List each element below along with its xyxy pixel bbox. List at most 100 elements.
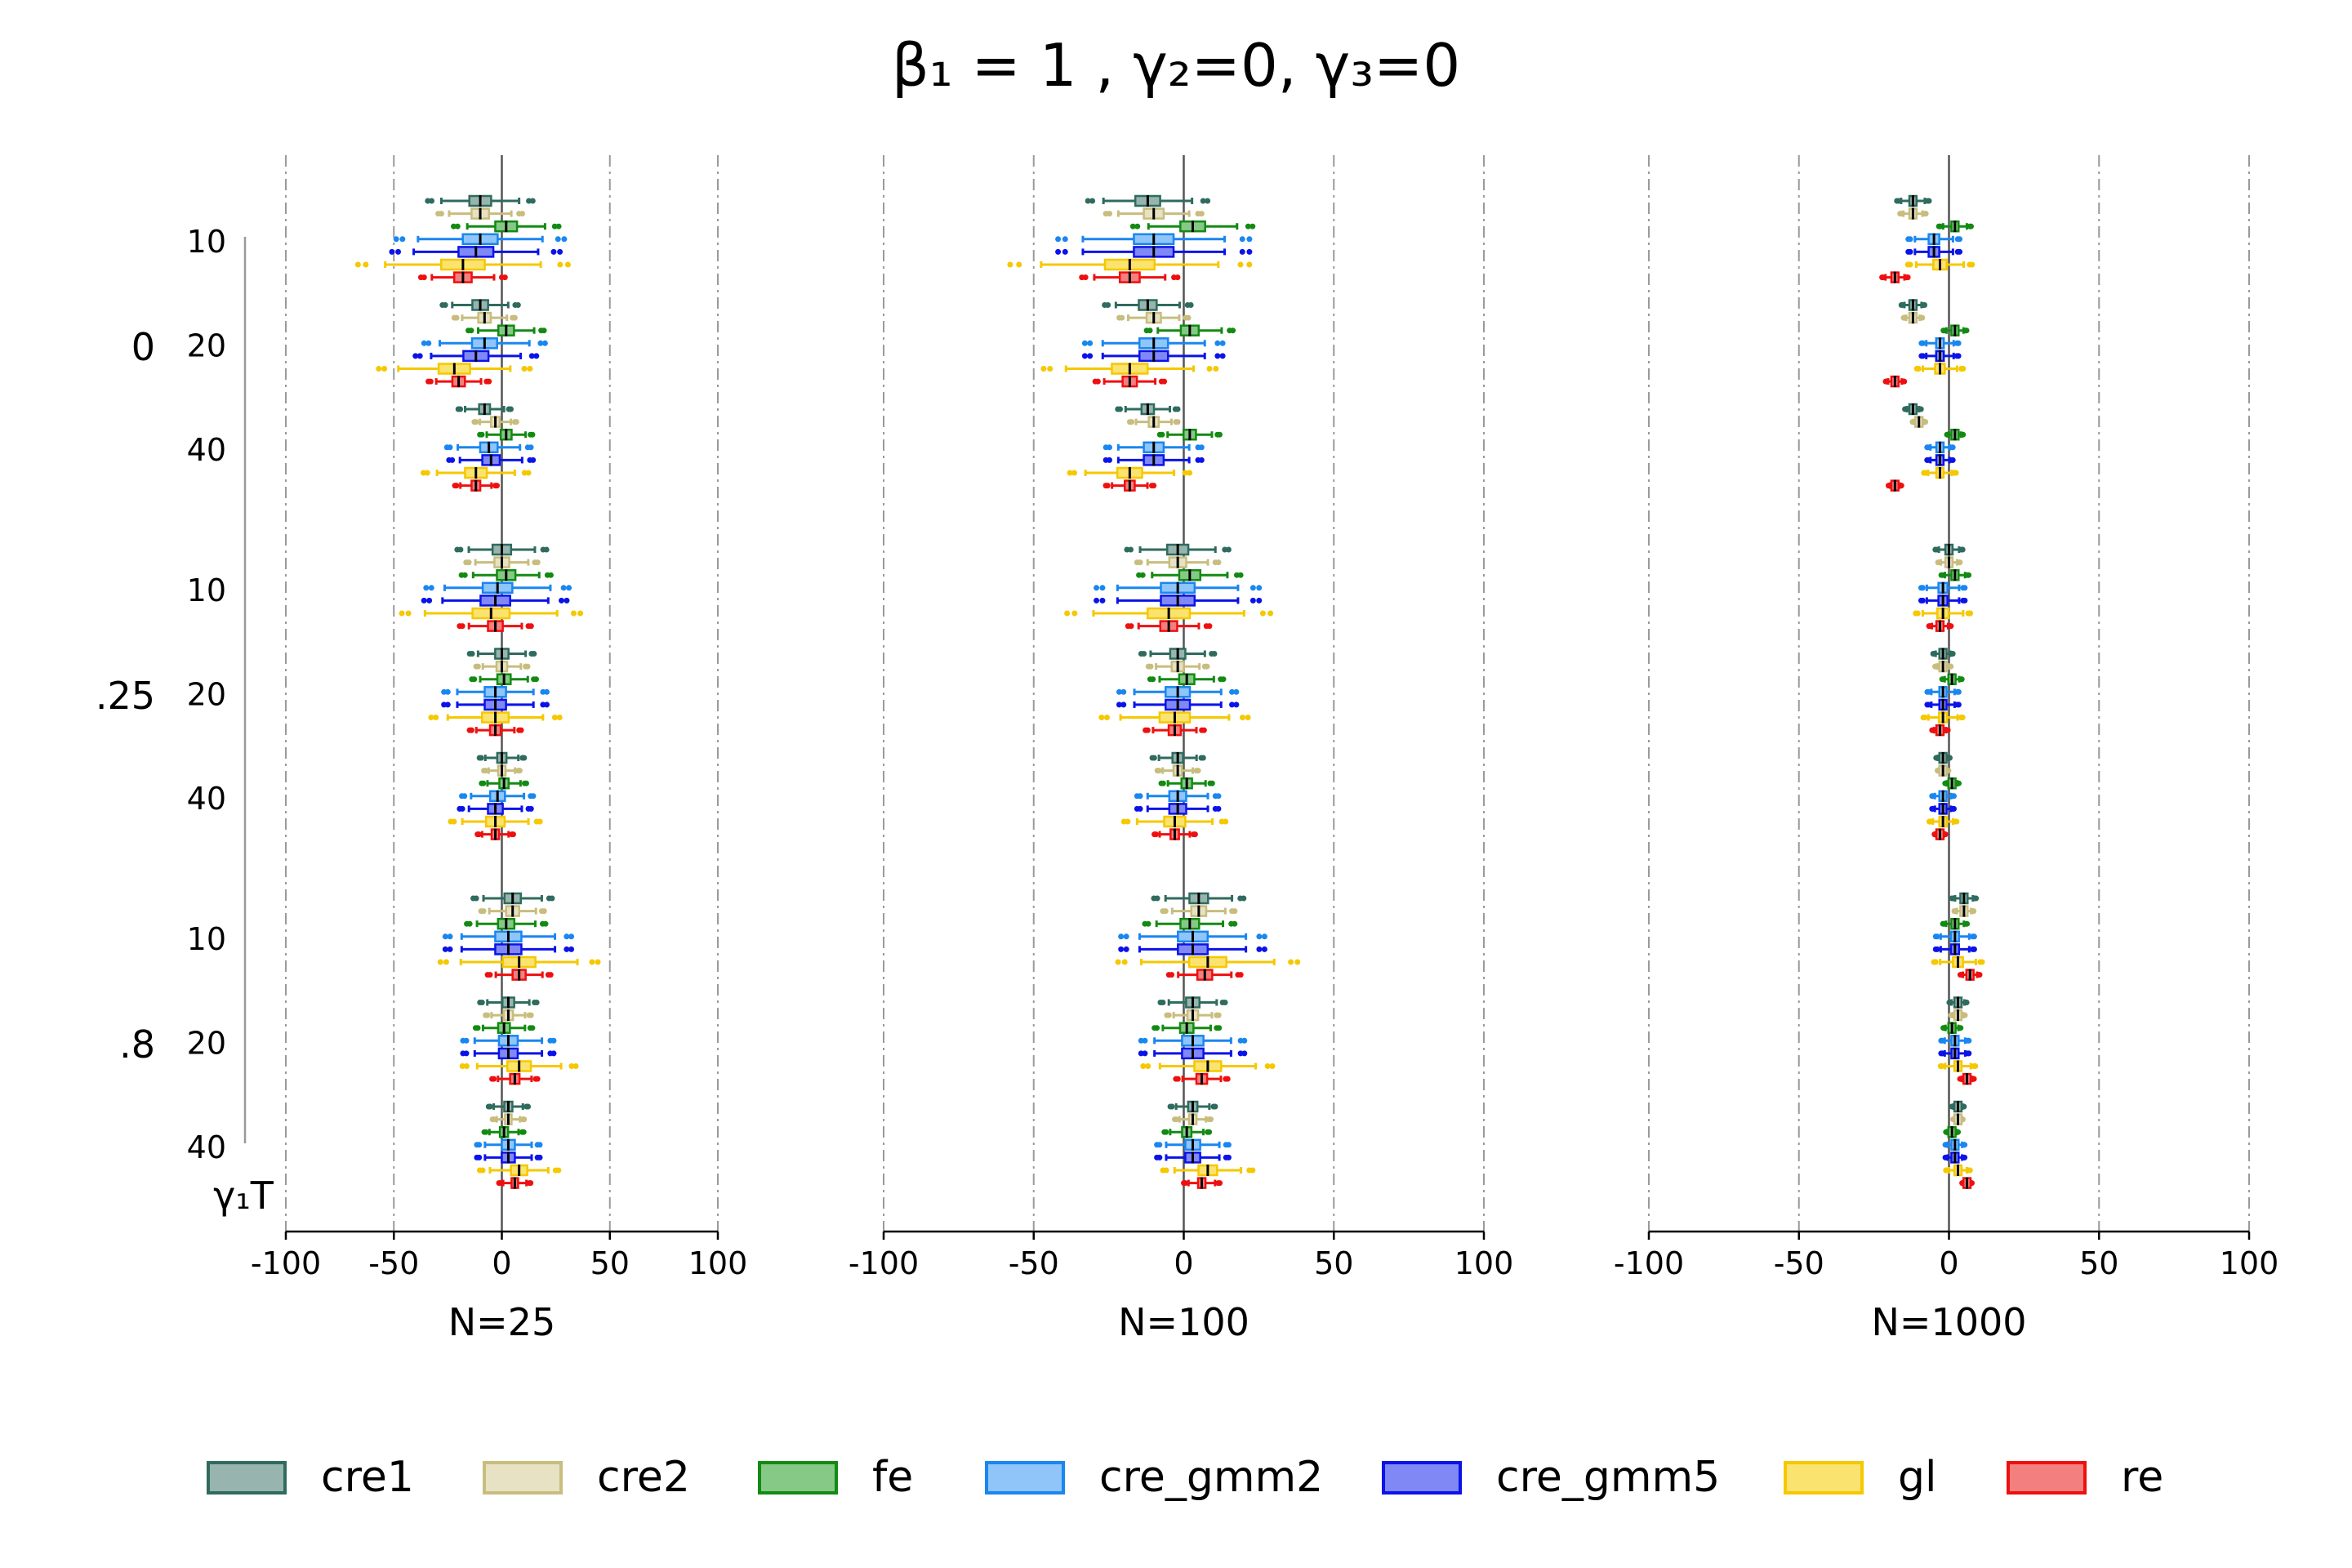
outlier [595,959,601,965]
outlier [547,572,554,578]
outlier [1962,585,1968,591]
outlier [405,610,412,617]
box-re-g0-t1 [1882,375,1908,388]
outlier [1241,1037,1248,1044]
box-re-g1-t0 [457,620,534,632]
box-re-g0-t0 [1879,271,1911,283]
outlier [474,1154,480,1160]
outlier [1102,302,1108,308]
outlier [1225,546,1232,553]
outlier [1192,831,1198,838]
outlier [425,378,432,385]
outlier [459,793,466,800]
box-re-g1-t2 [474,828,516,840]
outlier [458,572,465,578]
outlier [1103,715,1110,720]
outlier [1951,793,1958,800]
outlier [1129,223,1136,229]
box-cre_gmm5-g2-t1 [1938,1047,1972,1060]
outlier [1962,597,1968,604]
outlier [1187,470,1193,476]
gamma-group-label: 0 [131,325,155,369]
x-axis-label: N=25 [448,1300,556,1344]
box-gl-g0-t1 [1040,363,1219,375]
outlier [1121,959,1128,965]
outlier [464,920,470,927]
outlier [1149,755,1156,761]
outlier [1087,340,1094,346]
outlier [428,715,434,720]
box-fe-g1-t1 [1939,673,1965,685]
box-cre_gmm5-g0-t2 [1924,454,1956,466]
box-gl-g0-t0 [1904,258,1976,271]
box-fe-g0-t0 [1936,220,1974,233]
box-gl-g1-t1 [1920,711,1966,724]
box-re-g1-t0 [1125,620,1213,632]
outlier [1081,340,1088,346]
outlier [417,274,424,281]
outlier [1206,1129,1213,1135]
outlier [519,211,525,217]
legend-item-cre_gmm5: cre_gmm5 [1382,1453,1720,1502]
box-re-g0-t2 [1885,479,1904,492]
box-gl-g1-t2 [1926,815,1960,828]
outlier [1200,727,1207,733]
outlier [1182,470,1188,476]
outlier [530,457,537,463]
outlier [1151,483,1157,489]
legend-item-cre2: cre2 [483,1453,690,1502]
outlier [1246,236,1253,243]
T-value-label: 20 [187,328,226,364]
box-gl-g0-t2 [420,466,532,479]
y-axis-group-labels: 0 10 20 40 .25 10 20 40 .8 10 20 40 [96,224,247,1165]
outlier [1924,444,1931,451]
outlier [1973,895,1980,902]
box-cre_gmm2-g0-t0 [393,233,568,246]
box-cre1-g0-t0 [425,194,536,207]
legend-swatch [1382,1461,1462,1494]
x-tick-label: -50 [1774,1245,1824,1281]
outlier [516,768,523,774]
outlier [416,353,423,359]
outlier [525,1103,532,1110]
outlier [559,597,565,604]
outlier [1225,1154,1232,1160]
outlier [1261,946,1267,952]
outlier [557,248,564,255]
box-cre_gmm5-g1-t2 [457,803,534,815]
box-fe-g1-t0 [1938,568,1972,581]
box-cre1-g2-t0 [1151,892,1247,905]
outlier [477,431,483,438]
box-cre1-g1-t2 [1149,751,1206,764]
box-cre1-g1-t0 [454,543,550,556]
box-cre2-g0-t0 [1102,207,1205,220]
box-gl-g0-t2 [1921,466,1959,479]
box-cre2-g0-t0 [435,207,525,220]
box-cre_gmm2-g2-t0 [1932,930,1977,943]
box-cre_gmm2-g1-t2 [1929,790,1958,803]
outlier [1205,198,1211,204]
box-cre_gmm5-g2-t2 [474,1152,543,1164]
outlier [1904,261,1911,268]
box-cre2-g1-t2 [1154,764,1201,777]
box-cre1-g1-t1 [1138,648,1218,660]
outlier [1259,610,1266,617]
outlier [1099,585,1106,591]
outlier [496,1180,502,1187]
box-cre1-g1-t2 [476,751,528,764]
outlier [513,419,519,425]
outlier [469,676,475,683]
outlier [1142,920,1148,927]
box-cre1-g0-t0 [1085,194,1211,207]
legend-label: cre2 [597,1453,690,1502]
outlier [1138,651,1144,657]
outlier [1120,688,1127,695]
outlier [568,933,575,940]
legend-item-gl: gl [1784,1453,1936,1502]
box-cre2-g2-t0 [1951,905,1977,917]
outlier [1214,353,1221,359]
outlier [1219,340,1226,346]
outlier [1924,702,1931,708]
legend-item-re: re [2007,1453,2163,1502]
outlier [1957,236,1963,243]
